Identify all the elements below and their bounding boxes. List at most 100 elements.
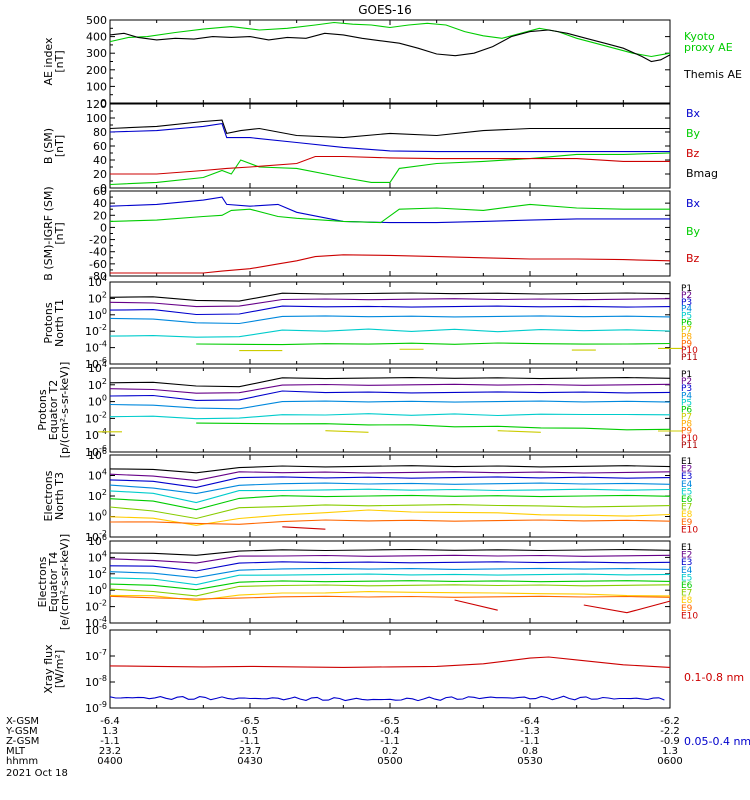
legend-e3: E3 <box>681 472 692 482</box>
footer-value: -1.3 <box>520 726 540 737</box>
footer-value: -6.5 <box>380 716 400 727</box>
y-axis-label: [nT] <box>53 135 66 157</box>
y-tick-label: 102 <box>88 290 107 305</box>
series-line-e3 <box>109 476 671 488</box>
legend-e10: E10 <box>681 611 698 621</box>
footer-value: -1.1 <box>240 736 260 747</box>
footer-value: -6.4 <box>520 716 540 727</box>
legend-e7: E7 <box>681 589 692 599</box>
legend-e3: E3 <box>681 558 692 568</box>
legend-p8: P8 <box>681 332 692 342</box>
legend-bmag: Bmag <box>686 167 718 180</box>
series-line-e6 <box>109 580 671 591</box>
legend-p2: P2 <box>681 377 692 387</box>
series-line-0.05-0.4-nm <box>109 695 665 702</box>
y-tick-label: 104 <box>88 549 107 564</box>
y-tick-label: 60 <box>93 140 107 153</box>
y-tick-label: -40 <box>89 246 107 259</box>
legend-e7: E7 <box>681 503 692 513</box>
legend-0.1-0.8-nm: 0.1-0.8 nm <box>684 671 744 684</box>
legend-p11: P11 <box>681 353 698 363</box>
y-tick-label: 106 <box>88 447 107 462</box>
series-line-e1 <box>109 465 671 474</box>
legend-e2: E2 <box>681 465 692 475</box>
y-tick-label: 104 <box>88 274 107 289</box>
footer-value: 1.3 <box>102 726 118 737</box>
legend-e8: E8 <box>681 596 693 606</box>
footer-value: -6.4 <box>100 716 120 727</box>
series-line-e2 <box>109 471 671 482</box>
legend-0.05-0.4-nm: 0.05-0.4 nm <box>684 735 750 748</box>
y-axis-label: Equator T4 <box>47 552 60 612</box>
y-tick-label: 100 <box>88 509 107 524</box>
y-tick-label: 200 <box>86 64 107 77</box>
legend-p8: P8 <box>681 420 692 430</box>
series-line-p5 <box>109 328 671 338</box>
plot-title: GOES-16 <box>358 3 412 17</box>
y-axis-label: [p/(cm²-s-sr-keV)] <box>58 362 71 459</box>
y-tick-label: 300 <box>86 47 107 60</box>
legend-e4: E4 <box>681 566 693 576</box>
legend-p6: P6 <box>681 319 692 329</box>
legend-by: By <box>686 225 701 238</box>
legend-p1: P1 <box>681 370 692 380</box>
footer-value: 23.7 <box>239 746 261 757</box>
series-line-p2 <box>109 383 671 394</box>
y-axis-label: North T1 <box>53 299 66 347</box>
panel-xray: 10-9 10-8 10-7 10-6 Xray flux[W/m²] 0.1-0.8 n… <box>42 622 750 748</box>
footer-date: 2021 Oct 18 <box>6 768 68 779</box>
series-line-e8 <box>109 591 671 602</box>
footer-value: -0.4 <box>380 726 400 737</box>
series-line-e5 <box>109 488 671 504</box>
legend-kyoto-proxy-ae: Kyoto <box>684 30 715 43</box>
panel-frame <box>109 19 671 104</box>
y-tick-label: 0 <box>100 182 107 195</box>
footer-value: -1.1 <box>100 736 120 747</box>
legend-p10: P10 <box>681 434 698 444</box>
position-footer: X-GSM -6.4 -6.5 -6.5 -6.4 -6.2 Y-GSM 1.3 0.5 -0.4… <box>5 716 683 779</box>
y-axis-label: Electrons <box>42 470 55 521</box>
series-line-bx <box>109 122 670 153</box>
y-tick-label: 10-2 <box>85 599 107 614</box>
legend-e2: E2 <box>681 551 692 561</box>
legend-p7: P7 <box>681 325 692 335</box>
y-tick-label: 500 <box>86 14 107 27</box>
legend-bx: Bx <box>686 197 701 210</box>
y-axis-label: [e/(cm²-s-sr-keV)] <box>58 534 71 630</box>
series-line-p1 <box>109 377 671 388</box>
series-line-e4 <box>109 567 671 579</box>
y-axis-label: North T3 <box>53 472 66 520</box>
footer-value: 0600 <box>657 756 682 767</box>
y-tick-label: 10-6 <box>85 356 107 371</box>
y-tick-label: 0 <box>100 221 107 234</box>
y-tick-label: 102 <box>88 566 107 581</box>
y-axis-label: [W/m²] <box>53 650 66 688</box>
y-axis-label: AE index <box>42 37 55 86</box>
footer-value: -6.2 <box>660 716 680 727</box>
y-axis-label: Equator T2 <box>47 380 60 440</box>
series-line-e9 <box>109 519 671 525</box>
y-tick-label: 104 <box>88 360 107 375</box>
footer-label: Y-GSM <box>5 726 38 737</box>
footer-value: 0.2 <box>382 746 398 757</box>
y-axis-label: Protons <box>42 302 55 343</box>
footer-value: -1.1 <box>520 736 540 747</box>
series-line-e2 <box>109 554 671 564</box>
footer-label: X-GSM <box>6 716 39 727</box>
y-tick-label: 104 <box>88 468 107 483</box>
footer-value: 0400 <box>97 756 122 767</box>
y-tick-label: 400 <box>86 31 107 44</box>
y-tick-label: 100 <box>88 394 107 409</box>
series-line-e10 <box>454 599 498 611</box>
footer-value: 0500 <box>377 756 402 767</box>
legend-e5: E5 <box>681 573 692 583</box>
y-tick-label: 10-7 <box>85 648 107 663</box>
footer-value: 0.8 <box>522 746 538 757</box>
panel-frame <box>109 367 671 453</box>
y-tick-label: 20 <box>93 168 107 181</box>
footer-label: MLT <box>6 746 26 757</box>
footer-value: -1.1 <box>380 736 400 747</box>
legend-p7: P7 <box>681 413 692 423</box>
